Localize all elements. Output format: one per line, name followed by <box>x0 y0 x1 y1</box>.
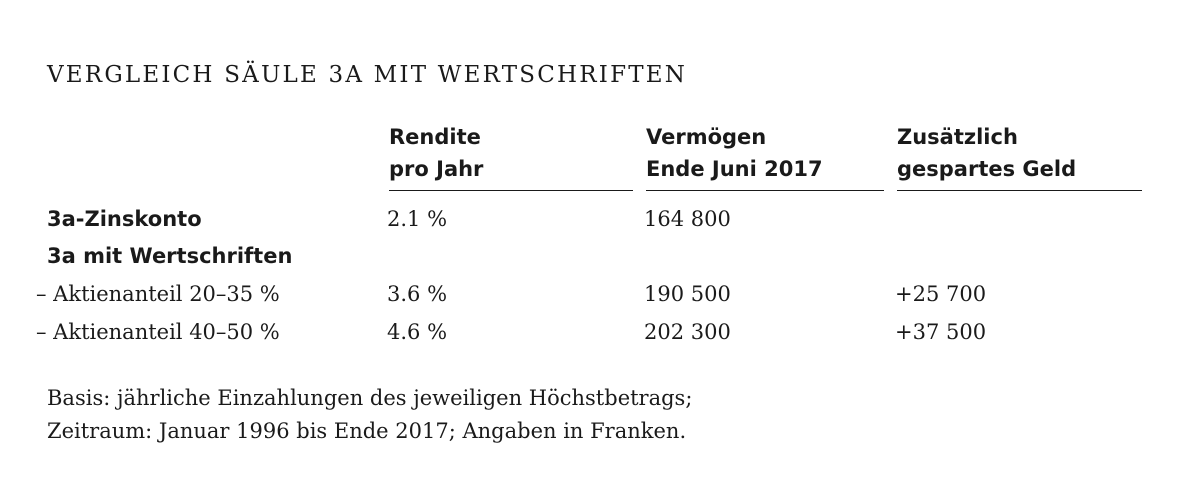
footnote-line1: Basis: jährliche Einzahlungen des jeweil… <box>47 386 693 410</box>
cell-zusaetzlich-aktienanteil-20-35: +25 700 <box>895 282 987 306</box>
cell-vermoegen-aktienanteil-20-35: 190 500 <box>644 282 731 306</box>
footnote-line2: Zeitraum: Januar 1996 bis Ende 2017; Ang… <box>47 419 687 443</box>
row-label-zinskonto: 3a-Zinskonto <box>47 207 202 231</box>
column-header-rendite: Rendite pro Jahr <box>389 121 633 191</box>
column-header-vermoegen-line1: Vermögen <box>646 125 767 149</box>
column-header-zusaetzlich-line2: gespartes Geld <box>897 157 1077 181</box>
cell-vermoegen-aktienanteil-40-50: 202 300 <box>644 320 731 344</box>
cell-zusaetzlich-aktienanteil-40-50: +37 500 <box>895 320 987 344</box>
footnote: Basis: jährliche Einzahlungen des jeweil… <box>47 382 692 448</box>
cell-rendite-aktienanteil-40-50: 4.6 % <box>387 320 448 344</box>
cell-vermoegen-zinskonto: 164 800 <box>644 207 731 231</box>
column-header-rendite-line2: pro Jahr <box>389 157 484 181</box>
column-header-vermoegen-line2: Ende Juni 2017 <box>646 157 823 181</box>
column-header-vermoegen: Vermögen Ende Juni 2017 <box>646 121 884 191</box>
column-header-zusaetzlich: Zusätzlich gespartes Geld <box>897 121 1142 191</box>
row-label-wertschriften: 3a mit Wertschriften <box>47 244 293 268</box>
cell-rendite-zinskonto: 2.1 % <box>387 207 448 231</box>
row-label-aktienanteil-20-35: – Aktienanteil 20–35 % <box>36 282 280 306</box>
column-header-rendite-line1: Rendite <box>389 125 481 149</box>
table-title: VERGLEICH SÄULE 3A MIT WERTSCHRIFTEN <box>47 62 688 88</box>
row-label-aktienanteil-40-50: – Aktienanteil 40–50 % <box>36 320 280 344</box>
cell-rendite-aktienanteil-20-35: 3.6 % <box>387 282 448 306</box>
column-header-zusaetzlich-line1: Zusätzlich <box>897 125 1018 149</box>
